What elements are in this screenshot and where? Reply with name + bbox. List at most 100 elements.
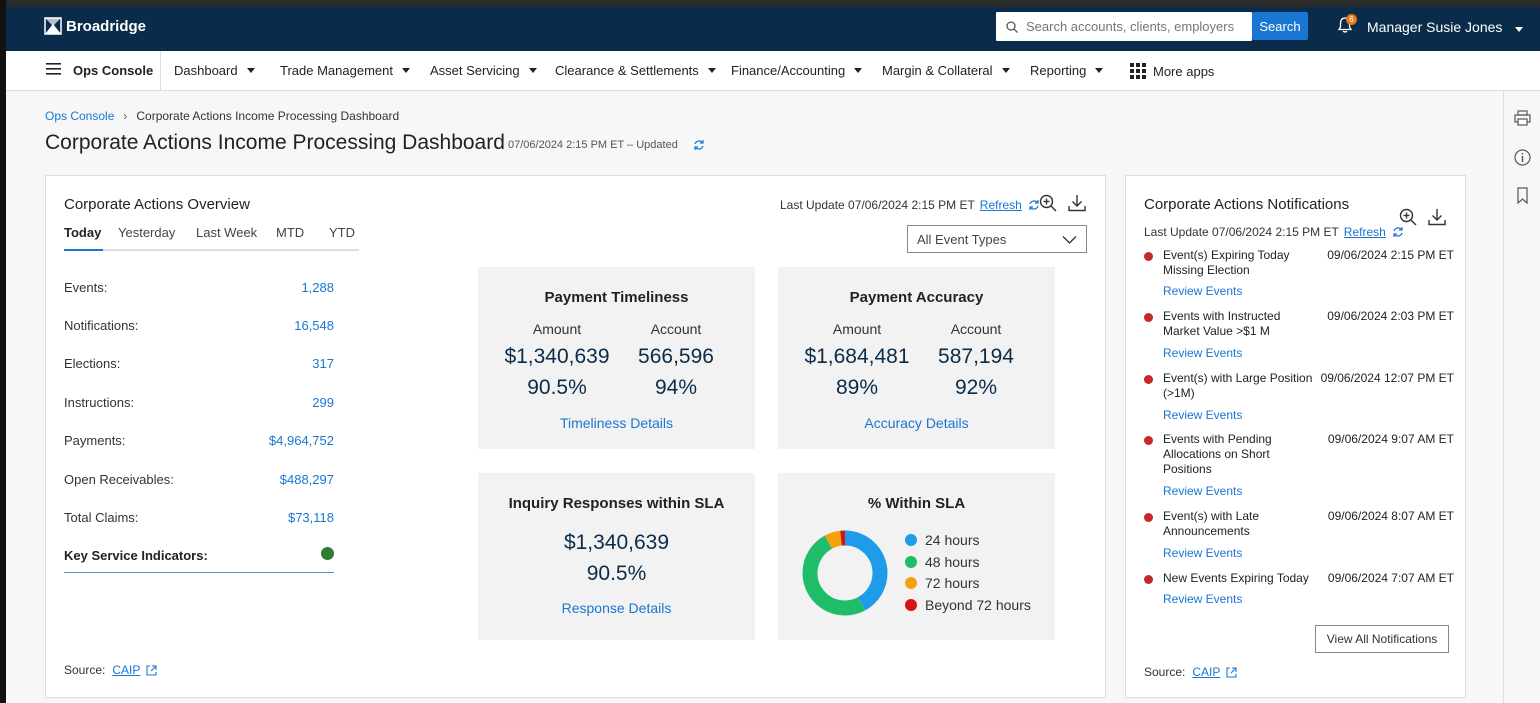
view-all-notifications-button[interactable]: View All Notifications (1315, 625, 1449, 653)
tab-today[interactable]: Today (64, 225, 102, 240)
timeliness-account-label: Account (650, 321, 702, 337)
source-link-caip[interactable]: CAIP (1192, 665, 1221, 679)
chevron-down-icon (528, 68, 537, 73)
payment-accuracy-tile: Payment Accuracy Amount Account $1,684,4… (778, 267, 1055, 449)
response-details-link[interactable]: Response Details (561, 600, 672, 616)
tab-ytd[interactable]: YTD (329, 225, 355, 240)
timeliness-details-link[interactable]: Timeliness Details (559, 415, 674, 431)
review-events-link[interactable]: Review Events (1163, 284, 1243, 298)
event-type-value: All Event Types (917, 232, 1007, 247)
metric-label: Events: (64, 280, 108, 295)
nav-margin-collateral[interactable]: Margin & Collateral (882, 63, 1010, 78)
refresh-icon[interactable] (1392, 226, 1404, 238)
review-events-link[interactable]: Review Events (1163, 546, 1243, 560)
metric-value-link[interactable]: 299 (312, 395, 334, 410)
breadcrumb-current: Corporate Actions Income Processing Dash… (136, 109, 400, 123)
accuracy-amount-label: Amount (832, 321, 882, 337)
zoom-in-icon[interactable] (1039, 194, 1057, 212)
page-updated-time: 07/06/2024 2:15 PM ET – Updated (508, 139, 678, 151)
metric-value-link[interactable]: 16,548 (294, 318, 334, 333)
source-link-caip[interactable]: CAIP (112, 663, 141, 677)
overview-card: Corporate Actions Overview Today Yesterd… (45, 175, 1106, 698)
period-tabs: Today Yesterday Last Week MTD YTD (64, 225, 359, 251)
window-left-edge (0, 0, 6, 703)
accuracy-amount-value: $1,684,481 (804, 345, 910, 368)
notifications-card: Corporate Actions Notifications Last Upd… (1125, 175, 1466, 698)
user-menu[interactable]: Manager Susie Jones (1367, 19, 1524, 35)
search-button[interactable]: Search (1252, 12, 1308, 40)
metric-value-link[interactable]: $73,118 (287, 510, 334, 525)
app-header: Broadridge Search 6 Manager Susie Jones (6, 7, 1540, 51)
legend-item: 48 hours (905, 554, 979, 570)
refresh-icon[interactable] (1028, 199, 1040, 211)
metric-row: Open Receivables: $488,297 (64, 472, 334, 490)
nav-clearance-settlements[interactable]: Clearance & Settlements (555, 63, 716, 78)
external-link-icon[interactable] (146, 664, 157, 676)
metric-label: Payments: (64, 433, 126, 448)
notification-time: 09/06/2024 2:15 PM ET (1327, 248, 1454, 262)
hamburger-menu-icon[interactable] (46, 63, 61, 75)
breadcrumb-ops-console[interactable]: Ops Console (45, 109, 115, 123)
zoom-in-icon[interactable] (1399, 208, 1417, 226)
metric-label: Instructions: (64, 395, 135, 410)
nav-trade-management[interactable]: Trade Management (280, 63, 410, 78)
metric-value-link[interactable]: 1,288 (301, 280, 334, 295)
alert-dot-icon (1144, 575, 1153, 584)
alert-dot-icon (1144, 436, 1153, 445)
info-icon[interactable] (1514, 149, 1531, 166)
notifications-title: Corporate Actions Notifications (1144, 196, 1350, 213)
metric-value-link[interactable]: 317 (312, 356, 334, 371)
notification-time: 09/06/2024 7:07 AM ET (1327, 571, 1454, 585)
accuracy-account-value: 587,194 (938, 345, 1014, 368)
search-input[interactable] (1026, 19, 1246, 34)
donut-slice-beyond-72-hours (802, 530, 888, 616)
nav-more-apps[interactable]: More apps (1130, 63, 1214, 79)
chevron-down-icon (1001, 68, 1010, 73)
review-events-link[interactable]: Review Events (1163, 484, 1243, 498)
metric-value-link[interactable]: $4,964,752 (268, 433, 334, 448)
notifications-last-update: Last Update 07/06/2024 2:15 PM ET Refres… (1144, 225, 1404, 239)
event-type-select[interactable]: All Event Types (907, 225, 1087, 253)
metric-row: Notifications: 16,548 (64, 318, 334, 336)
notifications-bell[interactable]: 6 (1336, 14, 1357, 39)
notification-text: Events with Pending Allocations on Short… (1163, 432, 1272, 476)
last-update-text: Last Update 07/06/2024 2:15 PM ET (1144, 225, 1339, 239)
refresh-link[interactable]: Refresh (1343, 225, 1386, 239)
review-events-link[interactable]: Review Events (1163, 592, 1243, 606)
nav-reporting[interactable]: Reporting (1030, 63, 1104, 78)
kpi-underline (64, 572, 334, 573)
print-icon[interactable] (1514, 110, 1531, 126)
tool-strip-divider (1503, 91, 1504, 703)
metric-label: Elections: (64, 356, 121, 371)
download-icon[interactable] (1068, 194, 1086, 212)
brand-logo[interactable]: Broadridge (44, 17, 146, 35)
metric-value-link[interactable]: $488,297 (279, 472, 334, 487)
metric-row: Events: 1,288 (64, 280, 334, 298)
tab-last-week[interactable]: Last Week (196, 225, 258, 240)
nav-margin-label: Margin & Collateral (882, 63, 993, 78)
accuracy-details-link[interactable]: Accuracy Details (864, 415, 969, 431)
review-events-link[interactable]: Review Events (1163, 408, 1243, 422)
tab-mtd[interactable]: MTD (276, 225, 305, 240)
timeliness-account-pct: 94% (654, 376, 698, 399)
external-link-icon[interactable] (1226, 666, 1237, 678)
legend-item: 24 hours (905, 532, 979, 548)
broadridge-logo-icon (44, 17, 62, 35)
alert-dot-icon (1144, 375, 1153, 384)
refresh-link[interactable]: Refresh (979, 198, 1022, 212)
legend-label: 72 hours (925, 575, 980, 591)
nav-ops-console[interactable]: Ops Console (73, 63, 154, 78)
nav-dashboard[interactable]: Dashboard (174, 63, 255, 78)
bookmark-icon[interactable] (1514, 187, 1531, 204)
notification-time: 09/06/2024 9:07 AM ET (1327, 432, 1454, 446)
nav-finance-accounting[interactable]: Finance/Accounting (731, 63, 863, 78)
legend-swatch (905, 534, 917, 546)
nav-asset-servicing[interactable]: Asset Servicing (430, 63, 537, 78)
review-events-link[interactable]: Review Events (1163, 346, 1243, 360)
download-icon[interactable] (1428, 208, 1446, 226)
breadcrumb: Ops Console › Corporate Actions Income P… (45, 109, 399, 123)
notification-text: Event(s) with Large Position (>1M) (1163, 371, 1313, 400)
refresh-icon[interactable] (693, 139, 705, 151)
tab-yesterday[interactable]: Yesterday (118, 225, 176, 240)
timeliness-amount-pct: 90.5% (527, 376, 587, 399)
